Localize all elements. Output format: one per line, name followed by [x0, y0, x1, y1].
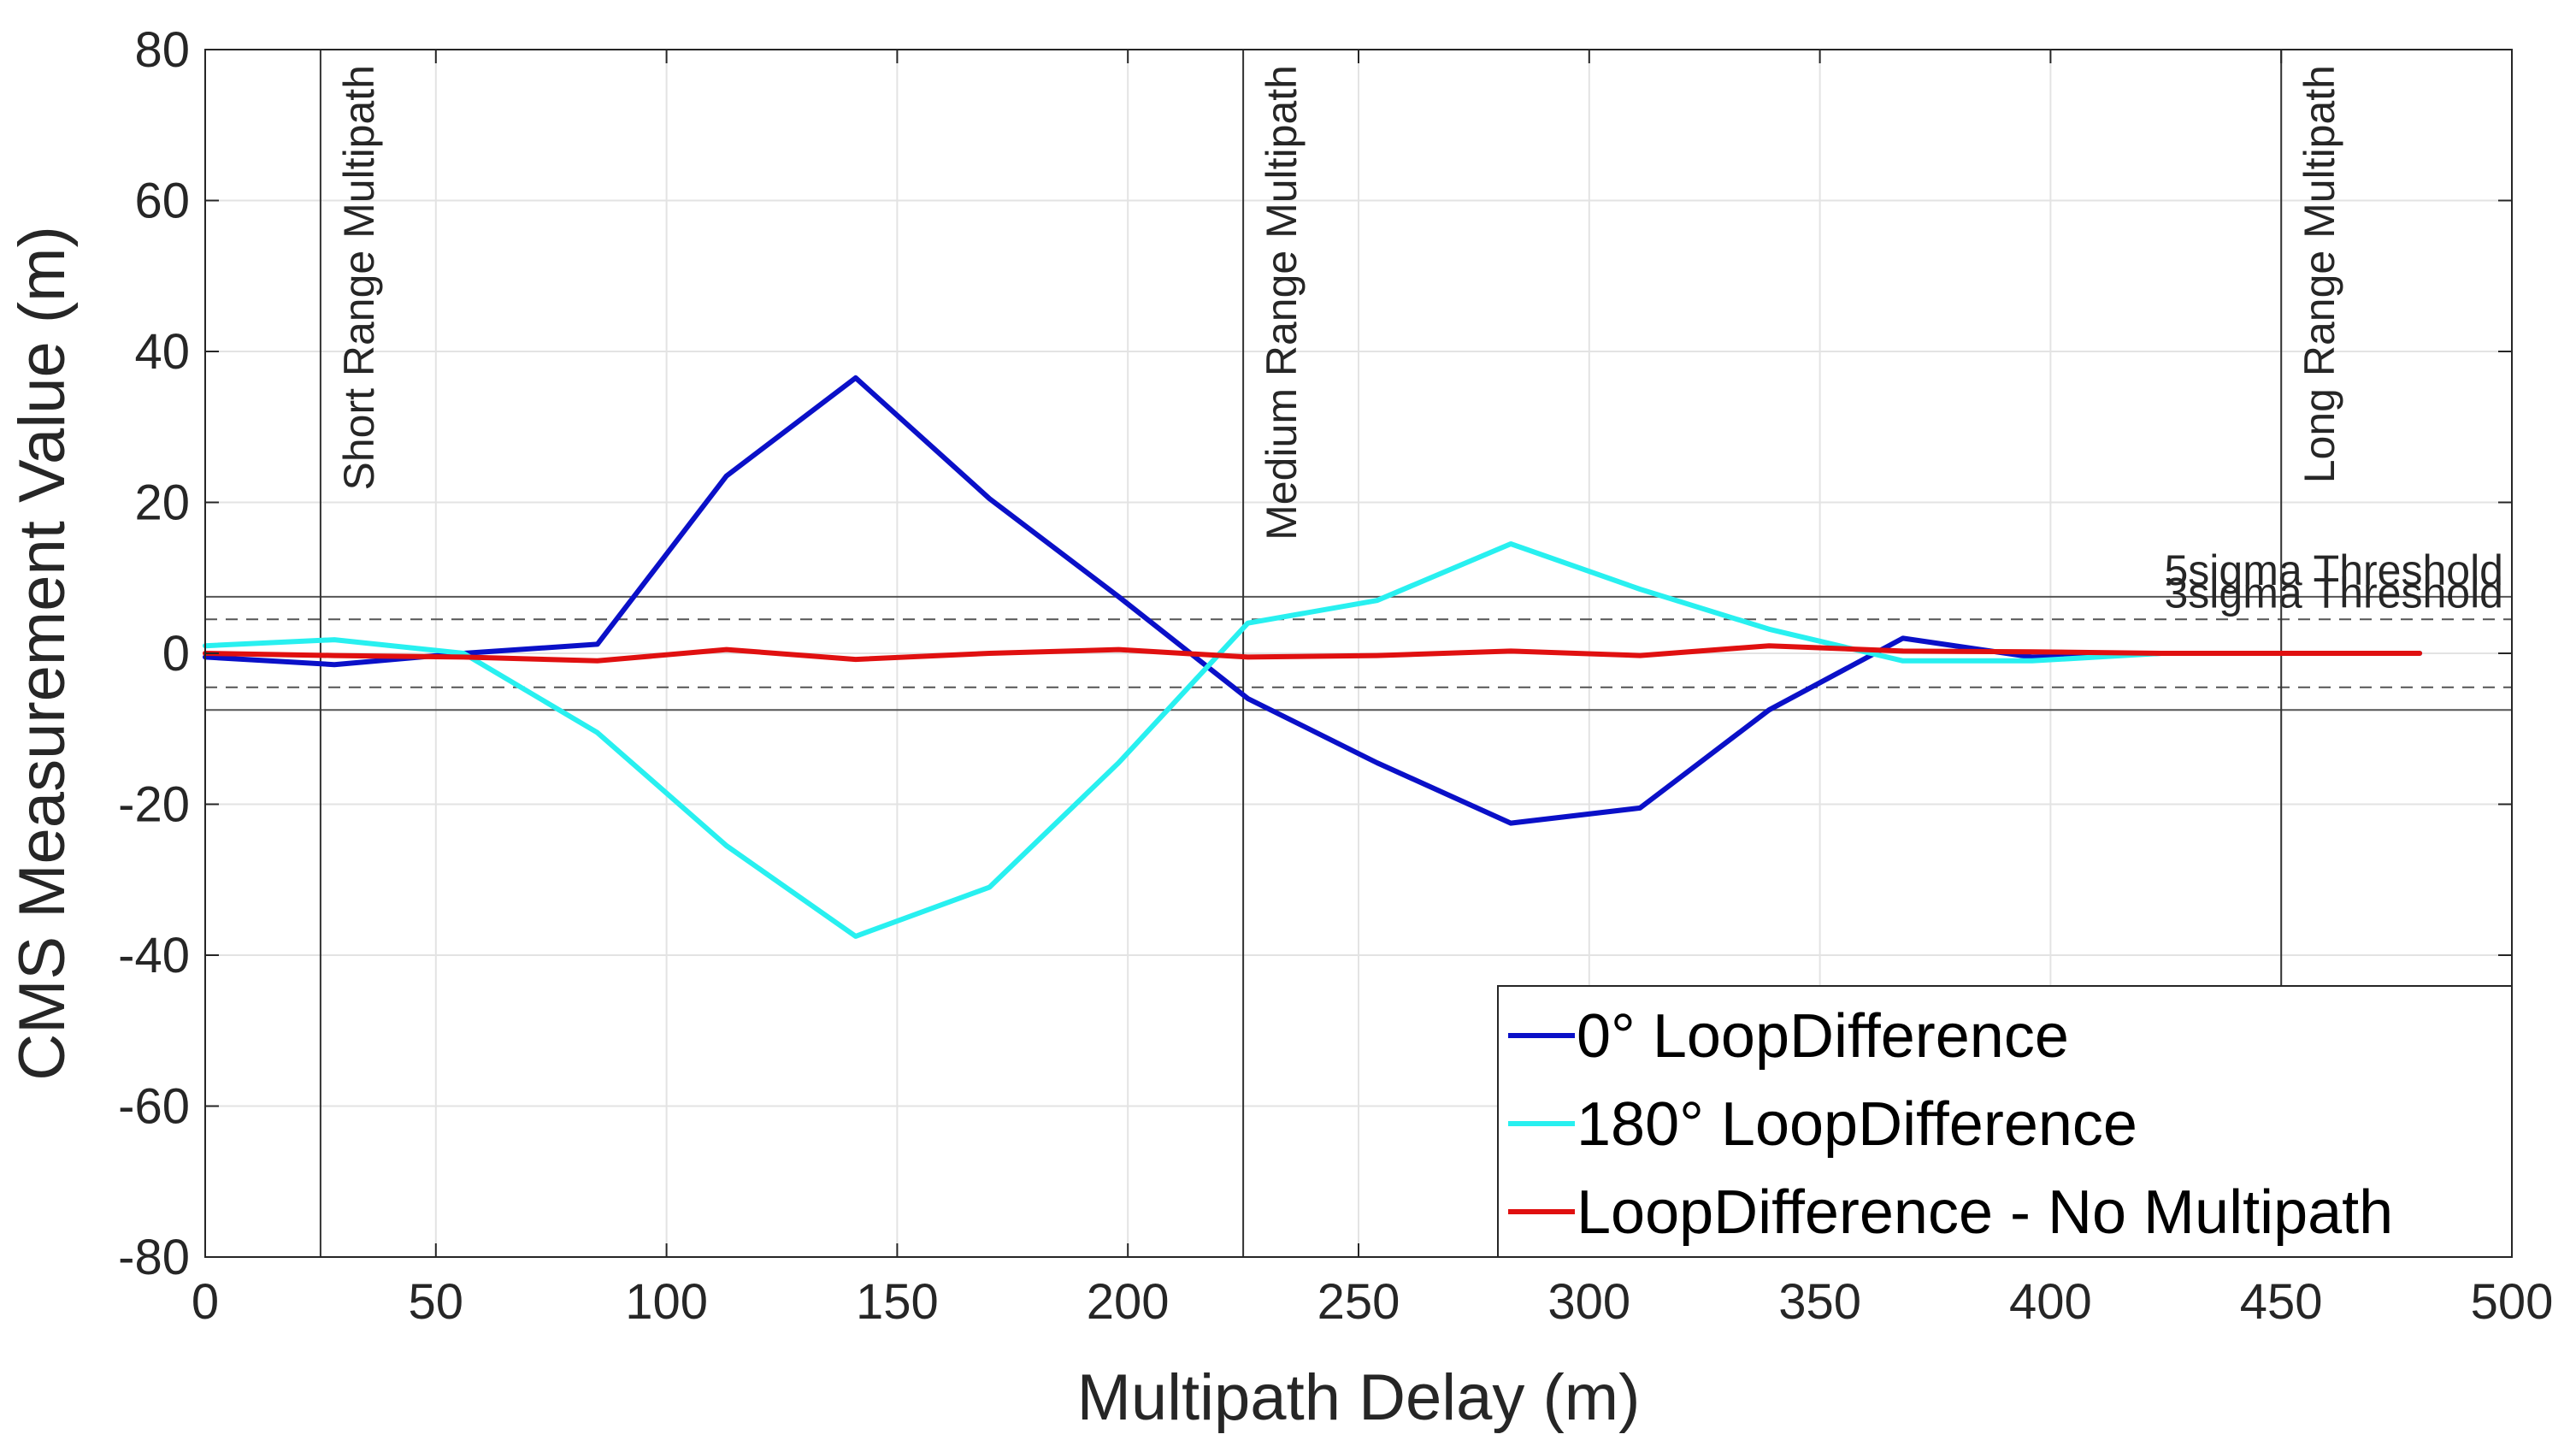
- y-tick-label: -80: [118, 1230, 190, 1285]
- x-tick-label: 450: [2240, 1274, 2323, 1330]
- x-tick-label: 250: [1317, 1274, 1400, 1330]
- x-tick-label: 500: [2471, 1274, 2554, 1330]
- y-tick-label: 40: [134, 324, 190, 380]
- x-tick-label: 0: [192, 1274, 219, 1330]
- legend-label-1: 0° LoopDifference: [1577, 1002, 2069, 1071]
- series-line-1: [203, 375, 2423, 826]
- sigma5-threshold-label: 5sigma Threshold: [2164, 546, 2503, 594]
- legend-label-2: 180° LoopDifference: [1577, 1090, 2137, 1159]
- y-tick-label: -40: [118, 928, 190, 983]
- x-tick-label: 350: [1778, 1274, 1861, 1330]
- sigma3-threshold-label: 3sigma Threshold: [2164, 569, 2503, 617]
- vertical-marker-label: Medium Range Multipath: [1258, 65, 1306, 540]
- vertical-marker-label: Short Range Multipath: [335, 65, 383, 491]
- x-tick-label: 100: [625, 1274, 708, 1330]
- legend: 0° LoopDifference 180° LoopDifference Loop…: [1497, 985, 2513, 1258]
- y-axis-label: CMS Measurement Value (m): [6, 226, 79, 1081]
- y-tick-label: -60: [118, 1079, 190, 1135]
- legend-label-3: LoopDifference - No Multipath: [1577, 1178, 2393, 1247]
- x-tick-label: 150: [856, 1274, 939, 1330]
- vertical-markers: Short Range Multipath Medium Range Multip…: [319, 50, 2343, 1257]
- y-tick-label: -20: [118, 777, 190, 833]
- x-tick-label: 300: [1547, 1274, 1630, 1330]
- x-tick-label: 200: [1087, 1274, 1170, 1330]
- x-tick-label: 400: [2009, 1274, 2092, 1330]
- series: [203, 375, 2423, 939]
- y-tick-label: 80: [134, 22, 190, 78]
- x-tick-label: 50: [409, 1274, 464, 1330]
- vertical-marker-label: Long Range Multipath: [2296, 65, 2343, 483]
- y-tick-label: 20: [134, 475, 190, 531]
- series-line-2: [203, 541, 2423, 939]
- y-tick-label: 60: [134, 174, 190, 229]
- x-axis-label: Multipath Delay (m): [1077, 1361, 1641, 1434]
- y-tick-label: 0: [162, 626, 190, 682]
- legend-box: [1497, 985, 2513, 1258]
- ticks: 0 50 100 150 200 250 300 350 400 450 500806040200-…: [118, 22, 2553, 1330]
- series-line-3: [203, 643, 2423, 664]
